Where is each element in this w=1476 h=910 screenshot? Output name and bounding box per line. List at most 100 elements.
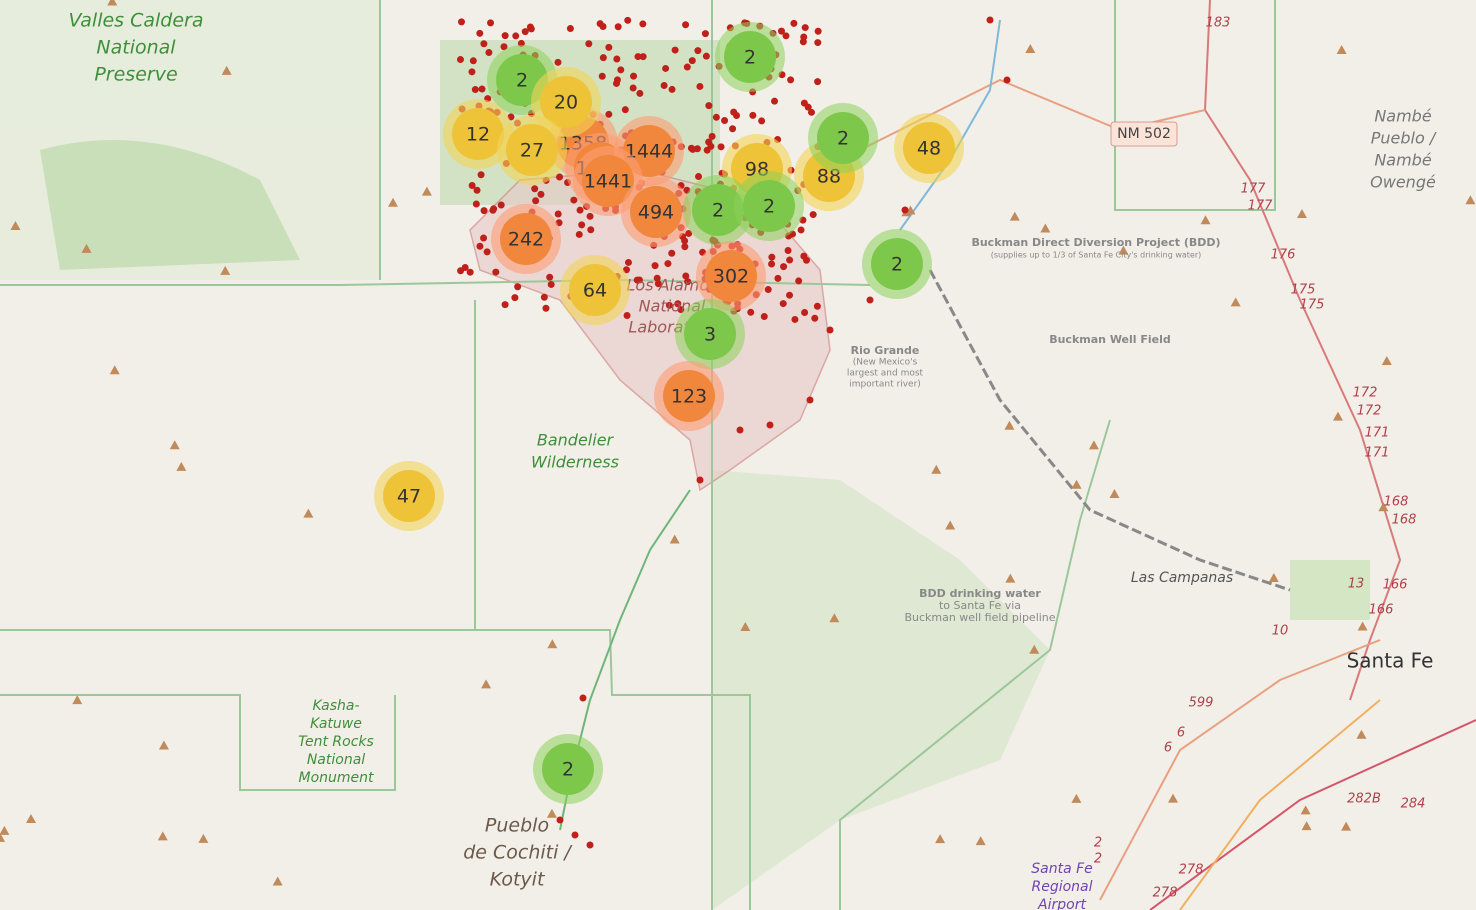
cluster-marker[interactable]: 2	[533, 734, 603, 804]
incident-dot	[712, 113, 720, 121]
annotation: BDD drinking water	[919, 587, 1041, 600]
cluster-count: 47	[397, 486, 421, 508]
cluster-marker[interactable]: 2	[715, 22, 785, 92]
incident-dot	[705, 102, 713, 110]
incident-dot	[542, 304, 550, 312]
peak	[1230, 297, 1241, 307]
road-label: 168	[1384, 495, 1409, 510]
road-label: 172	[1353, 386, 1378, 401]
cluster-count: 2	[837, 128, 849, 150]
cluster-marker[interactable]: 64	[560, 255, 630, 325]
cluster-marker[interactable]: 2	[683, 175, 753, 245]
road-label: 2	[1094, 852, 1102, 867]
cluster-marker[interactable]: 47	[374, 461, 444, 531]
road-label: 171	[1365, 426, 1390, 441]
peak	[1040, 223, 1051, 233]
incident-dot	[501, 32, 509, 40]
peak	[1356, 729, 1367, 739]
incident-dot	[621, 106, 629, 114]
incident-dot	[617, 66, 625, 74]
labels: Valles Caldera National Preserve Bandelier W…	[68, 10, 1436, 910]
peak	[1088, 440, 1099, 450]
incident-dot	[457, 18, 465, 26]
incident-dot	[477, 171, 485, 179]
cluster-count: 494	[638, 202, 674, 224]
incident-dot	[653, 274, 661, 282]
cluster-marker[interactable]: 242	[491, 204, 561, 274]
incident-dot	[633, 276, 641, 284]
incident-dot	[546, 273, 554, 281]
cluster-core	[383, 470, 435, 522]
peak	[1378, 502, 1389, 512]
place-label: National	[307, 752, 365, 768]
incident-dot	[566, 25, 574, 33]
cluster-marker[interactable]: 494	[621, 177, 691, 247]
cluster-marker[interactable]: 2	[808, 103, 878, 173]
annotation: to Santa Fe via	[939, 599, 1021, 612]
incident-dot	[801, 24, 809, 32]
cluster-marker[interactable]: 48	[894, 113, 964, 183]
peak	[198, 833, 209, 843]
place-label: Pueblo /	[1371, 129, 1437, 148]
incident-dot	[688, 57, 696, 65]
cluster-count: 2	[712, 200, 724, 222]
incident-dot	[629, 84, 637, 92]
cluster-marker[interactable]: 2	[734, 171, 804, 241]
incident-dot	[579, 694, 587, 702]
incident-dot	[668, 249, 676, 257]
peak	[740, 621, 751, 631]
peak	[421, 186, 432, 196]
place-label: National	[96, 37, 176, 59]
cluster-core	[743, 180, 795, 232]
incident-dot	[790, 19, 798, 27]
incident-dot	[800, 252, 808, 260]
peak	[25, 814, 36, 824]
road-label: 2	[1094, 836, 1102, 851]
incident-dot	[671, 46, 679, 54]
incident-dot	[636, 89, 644, 97]
road-label: 171	[1365, 446, 1390, 461]
peak	[1357, 621, 1368, 631]
incident-dot	[586, 841, 594, 849]
cluster-core	[692, 184, 744, 236]
incident-dot	[696, 476, 704, 484]
cluster-core	[903, 122, 955, 174]
place-label: Monument	[298, 770, 374, 786]
cluster-count: 27	[520, 140, 544, 162]
incident-dot	[634, 53, 642, 61]
annotation: Buckman well field pipeline	[904, 611, 1055, 624]
cluster-marker[interactable]: 27	[497, 115, 567, 185]
cluster-marker[interactable]: 3	[675, 299, 745, 369]
incident-dot	[694, 47, 702, 55]
incident-dot	[547, 280, 555, 288]
incident-dot	[866, 296, 874, 304]
incident-dot	[707, 142, 715, 150]
place-label: Katuwe	[310, 716, 362, 732]
peak	[1004, 420, 1015, 430]
cluster-marker[interactable]: 12	[443, 99, 513, 169]
incident-dot	[466, 268, 474, 276]
incident-dot	[487, 19, 495, 27]
incident-dot	[786, 256, 794, 264]
incident-dot	[571, 831, 579, 839]
road-label: 166	[1369, 603, 1394, 618]
incident-dot	[596, 20, 604, 28]
cluster-marker[interactable]: 302	[696, 241, 766, 311]
cluster-marker[interactable]: 123	[654, 361, 724, 431]
incident-dot	[677, 306, 685, 314]
incident-dot	[480, 234, 488, 242]
peak	[1341, 821, 1352, 831]
incident-dot	[570, 196, 578, 204]
incident-dot	[717, 143, 725, 151]
incident-dot	[497, 201, 505, 209]
cluster-marker[interactable]: 2	[862, 229, 932, 299]
cluster-core	[724, 31, 776, 83]
place-label: Regional	[1031, 879, 1092, 895]
incident-dot	[469, 57, 477, 65]
peak	[975, 836, 986, 846]
peak	[1005, 573, 1016, 583]
peak	[1071, 793, 1082, 803]
peak	[0, 825, 10, 835]
incident-dot	[501, 301, 509, 309]
clusters: 1358108722012144414412749498882222482423…	[374, 22, 964, 804]
